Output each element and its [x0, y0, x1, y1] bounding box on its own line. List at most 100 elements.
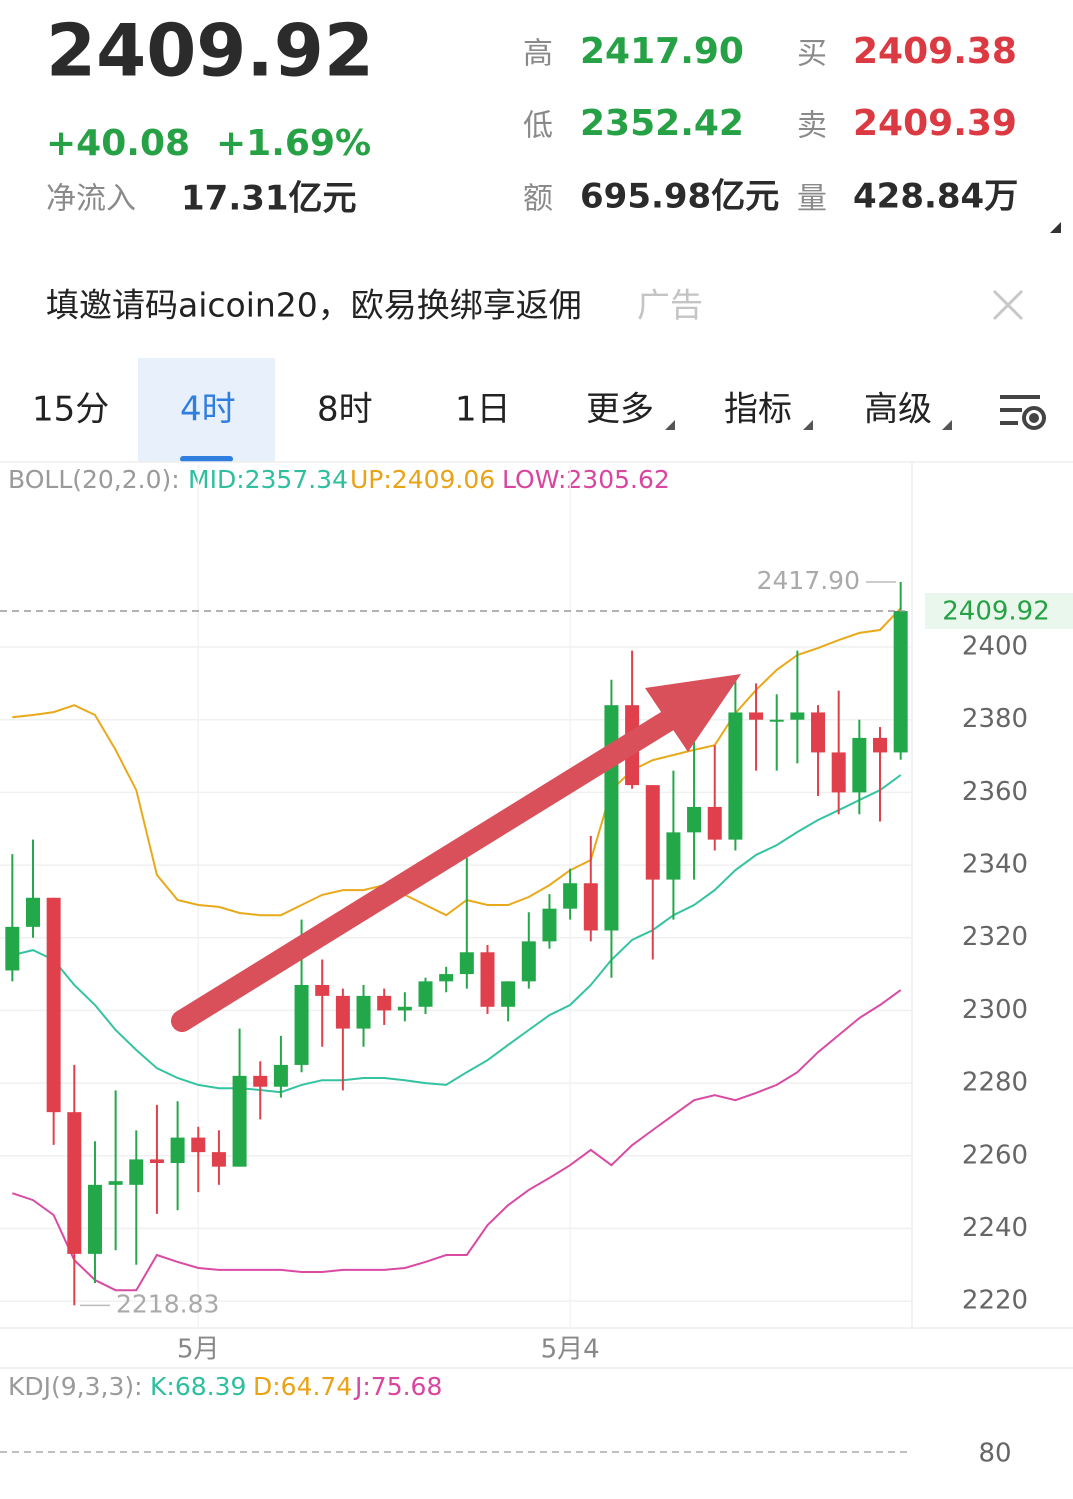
- boll-line: [12, 774, 902, 1094]
- y-tick-label: 2320: [962, 922, 1028, 952]
- candle-body: [25, 897, 40, 927]
- tab[interactable]: 高级: [864, 390, 932, 430]
- candle-body: [397, 1006, 412, 1011]
- ad-tag: 广告: [637, 286, 703, 325]
- net-inflow-label: 净流入: [46, 182, 136, 217]
- low-label: 低: [523, 109, 553, 144]
- candle-body: [129, 1159, 144, 1185]
- dropdown-arrows: [665, 420, 952, 430]
- ad-close[interactable]: [992, 289, 1024, 321]
- tab-bar: 15分 4时 8时 1日 更多 指标 高级: [32, 390, 932, 430]
- volume-value: 428.84万: [853, 177, 1018, 217]
- tab-underline: [180, 456, 233, 462]
- last-price-badge: [925, 593, 1073, 630]
- candle-body: [87, 1184, 102, 1254]
- tab[interactable]: 1日: [455, 390, 511, 430]
- ask-value: 2409.39: [853, 103, 1017, 144]
- high-value: 2417.90: [580, 31, 744, 72]
- low-marker-label: 2218.83: [116, 1289, 219, 1318]
- bid-label: 买: [797, 37, 827, 72]
- candle-body: [583, 883, 598, 931]
- candle-body: [728, 712, 743, 840]
- y-tick-label: 2400: [962, 632, 1028, 662]
- candle-body: [356, 995, 371, 1029]
- candle-body: [335, 995, 350, 1029]
- candle-body: [769, 719, 784, 722]
- y-tick-label: 2260: [962, 1140, 1028, 1170]
- last-price: 2409.92: [46, 9, 374, 93]
- boll-line: [12, 607, 902, 917]
- kdj-panel: 80: [0, 1439, 1012, 1469]
- y-tick-label: 2240: [962, 1213, 1028, 1243]
- markers: 2409.92 2417.90 2218.83: [0, 566, 1073, 1318]
- change: +40.08: [46, 123, 190, 164]
- candle-body: [170, 1137, 185, 1164]
- amount-value: 695.98亿元: [580, 177, 779, 217]
- candle-body: [191, 1137, 206, 1153]
- candle-body: [645, 785, 660, 880]
- candle-body: [831, 752, 846, 793]
- change-pct: +1.69%: [216, 123, 371, 164]
- last-price-label: 2409.92: [942, 597, 1050, 627]
- candle-body: [687, 806, 702, 833]
- y-tick-label: 2220: [962, 1286, 1028, 1316]
- candle-body: [501, 981, 516, 1007]
- tab[interactable]: 15分: [32, 390, 109, 430]
- y-tick-label: 2380: [962, 704, 1028, 734]
- y-tick-label: 2300: [962, 995, 1028, 1025]
- y-tick-label: 2340: [962, 850, 1028, 880]
- candles: [5, 582, 908, 1306]
- candle-body: [852, 737, 867, 793]
- boll-name: BOLL(20,2.0):: [8, 465, 180, 494]
- boll-up: UP:2409.06: [350, 465, 495, 494]
- high-marker-label: 2417.90: [757, 566, 860, 595]
- candle-body: [149, 1159, 164, 1164]
- candle-body: [108, 1181, 123, 1185]
- tab[interactable]: 4时: [180, 390, 236, 430]
- x-tick-label: 5月: [177, 1335, 220, 1365]
- candle-body: [418, 981, 433, 1007]
- candle-body: [542, 908, 557, 942]
- ad-text[interactable]: 填邀请码aicoin20，欧易换绑享返佣: [46, 286, 582, 325]
- grid: 2220 2240 2260 2280 2300 2320 2340 2360 2380 2400…: [0, 465, 1028, 1365]
- y-tick-label: 2280: [962, 1068, 1028, 1098]
- candle-body: [666, 832, 681, 880]
- candle-body: [873, 737, 888, 753]
- kdj-k: K:68.39: [150, 1372, 246, 1401]
- candle-body: [377, 995, 392, 1011]
- candle-body: [811, 712, 826, 753]
- bid-value: 2409.38: [853, 31, 1017, 72]
- candle-body: [480, 952, 495, 1007]
- x-tick-label: 5月4: [541, 1335, 600, 1365]
- candle-body: [67, 1112, 82, 1254]
- candle-body: [604, 705, 619, 931]
- high-label: 高: [523, 37, 553, 72]
- ask-label: 卖: [797, 109, 827, 144]
- kdj-name: KDJ(9,3,3):: [8, 1372, 143, 1401]
- kdj-tick-label: 80: [978, 1439, 1011, 1469]
- candle-body: [790, 712, 805, 720]
- candle-body: [294, 984, 309, 1065]
- tab[interactable]: 8时: [317, 390, 373, 430]
- boll-low: LOW:2305.62: [502, 465, 670, 494]
- candle-body: [893, 611, 908, 753]
- boll-line: [11, 989, 902, 1292]
- boll-lines: [11, 607, 902, 1292]
- tab[interactable]: 更多: [586, 390, 654, 430]
- boll-mid: MID:2357.34: [188, 465, 348, 494]
- kdj-d: D:64.74: [253, 1372, 352, 1401]
- candle-body: [707, 806, 722, 840]
- kdj-j: J:75.68: [353, 1372, 442, 1401]
- candle-body: [563, 883, 578, 909]
- expand-corner[interactable]: [1050, 222, 1061, 233]
- candle-body: [315, 984, 330, 996]
- candle-body: [232, 1075, 247, 1167]
- tab[interactable]: 指标: [724, 390, 792, 430]
- candle-body: [5, 926, 20, 971]
- candle-body: [521, 941, 536, 982]
- candle-body: [273, 1064, 288, 1087]
- candle-body: [439, 974, 454, 982]
- settings-icon[interactable]: [1000, 395, 1046, 430]
- candle-body: [46, 897, 61, 1113]
